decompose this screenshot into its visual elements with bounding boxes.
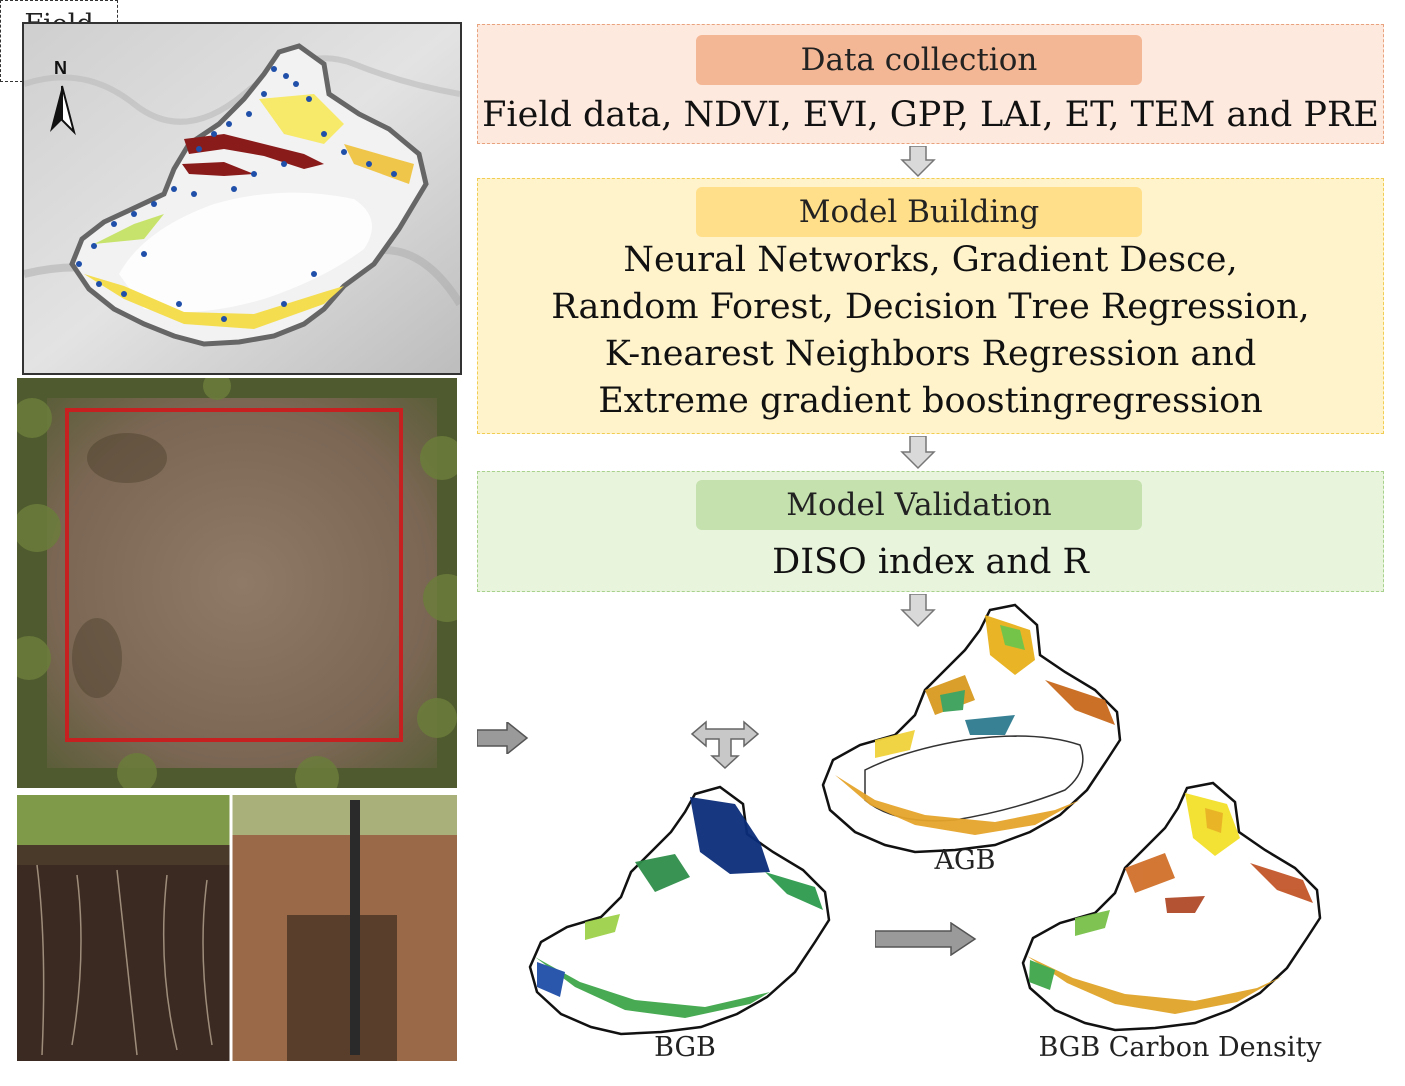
north-arrow-icon [50, 85, 76, 136]
soil-profile-photo [17, 795, 457, 1061]
model-building-title: Model Building [696, 187, 1142, 237]
bgb-carbon-density-label: BGB Carbon Density [1038, 1032, 1322, 1063]
study-area-map: N [22, 22, 462, 375]
data-collection-title: Data collection [696, 35, 1142, 85]
bgb-carbon-density-map [1021, 781, 1322, 1032]
right-arrow-icon [875, 922, 977, 956]
model-line: Extreme gradient boostingregression [598, 381, 1263, 421]
north-label: N [54, 58, 67, 78]
sample-plot-photo [17, 378, 457, 788]
right-arrow-icon [477, 722, 529, 754]
measuring-ruler [350, 800, 360, 1055]
model-line: Neural Networks, Gradient Desce, [623, 240, 1238, 280]
branch-arrow-icon [690, 720, 760, 770]
model-validation-title: Model Validation [696, 480, 1142, 530]
soil-profile-graphic [17, 795, 457, 1061]
agb-map [821, 603, 1122, 854]
down-arrow-icon [900, 594, 936, 628]
agb-label: AGB [934, 845, 996, 876]
down-arrow-icon [900, 146, 936, 178]
model-list: Neural Networks, Gradient Desce, Random … [478, 237, 1383, 425]
study-area-map-graphic: N [24, 24, 460, 373]
down-arrow-icon [900, 436, 936, 470]
sample-plot-graphic [17, 378, 457, 788]
quadrat-frame [65, 408, 403, 742]
model-building-box: Model Building Neural Networks, Gradient… [477, 178, 1384, 434]
bgb-label: BGB [654, 1032, 716, 1063]
model-line: K-nearest Neighbors Regression and [604, 334, 1257, 374]
model-line: Random Forest, Decision Tree Regression, [551, 287, 1310, 327]
bgb-map [528, 785, 831, 1036]
sample-points [76, 66, 397, 322]
data-collection-box: Data collection Field data, NDVI, EVI, G… [477, 24, 1384, 144]
model-validation-box: Model Validation DISO index and R [477, 471, 1384, 592]
data-collection-text: Field data, NDVI, EVI, GPP, LAI, ET, TEM… [482, 95, 1379, 135]
model-validation-text: DISO index and R [772, 542, 1089, 582]
